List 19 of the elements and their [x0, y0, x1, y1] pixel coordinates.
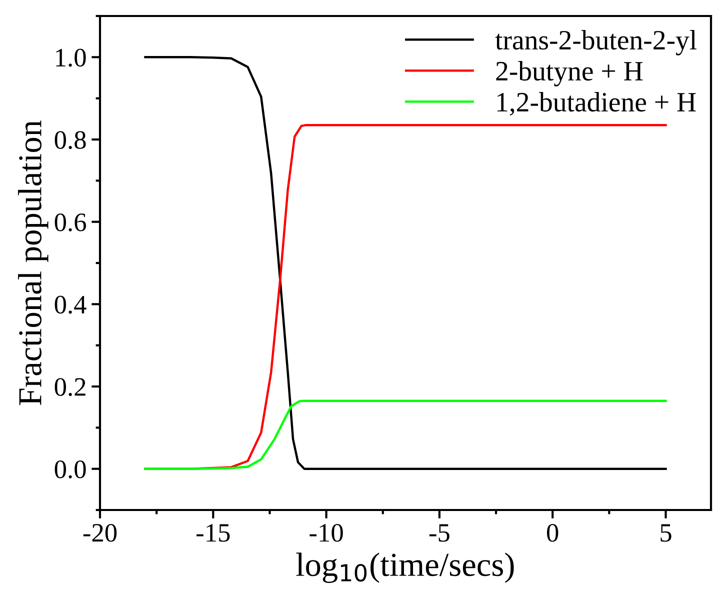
y-tick-label: 0.8: [54, 131, 86, 150]
legend-label: 2-butyne + H: [496, 61, 643, 86]
x-tick-label: -10: [310, 524, 343, 542]
y-tick-label: 1.0: [56, 48, 86, 67]
y-tick-label: 0.0: [54, 460, 86, 478]
legend-label: 1,2-butadiene + H: [497, 92, 696, 116]
y-tick-label: 0.4: [54, 296, 86, 314]
x-tick-label: -5: [429, 524, 450, 542]
x-tick-label: -15: [196, 524, 230, 542]
y-axis-title: Fractional population: [18, 120, 48, 406]
y-tick-label: 0.2: [54, 378, 86, 396]
x-tick-label: 0: [547, 524, 558, 542]
line-series: [144, 400, 667, 470]
x-axis-title: log$_{10}$(time/secs): [296, 552, 514, 584]
legend-label: trans-2-buten-2-yl: [495, 30, 697, 56]
x-tick-label: 5: [660, 524, 672, 542]
y-tick-label: 0.6: [54, 213, 86, 232]
x-tick-label: -20: [83, 524, 117, 542]
line-series: [144, 56, 667, 470]
